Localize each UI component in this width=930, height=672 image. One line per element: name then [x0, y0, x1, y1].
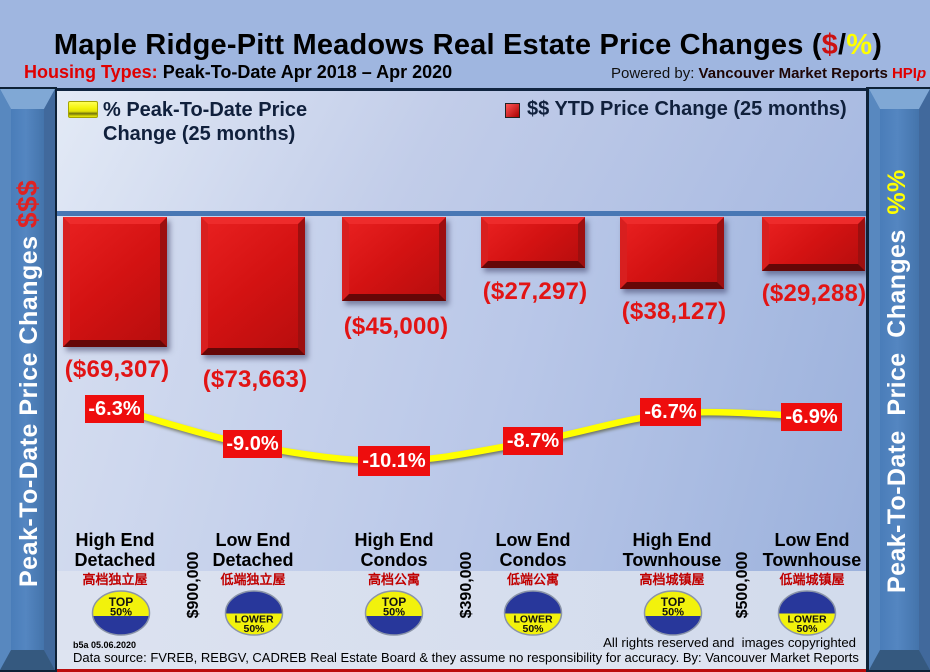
- svg-text:LOWER: LOWER: [787, 614, 826, 626]
- svg-text:TOP: TOP: [660, 595, 684, 609]
- svg-text:TOP: TOP: [382, 595, 406, 609]
- svg-text:50%: 50%: [110, 607, 132, 619]
- svg-text:50%: 50%: [522, 623, 544, 635]
- svg-text:LOWER: LOWER: [513, 614, 552, 626]
- svg-text:50%: 50%: [243, 623, 265, 635]
- svg-text:TOP: TOP: [109, 595, 133, 609]
- svg-text:50%: 50%: [383, 607, 405, 619]
- svg-text:50%: 50%: [796, 623, 818, 635]
- svg-text:LOWER: LOWER: [234, 614, 273, 626]
- svg-text:50%: 50%: [661, 607, 683, 619]
